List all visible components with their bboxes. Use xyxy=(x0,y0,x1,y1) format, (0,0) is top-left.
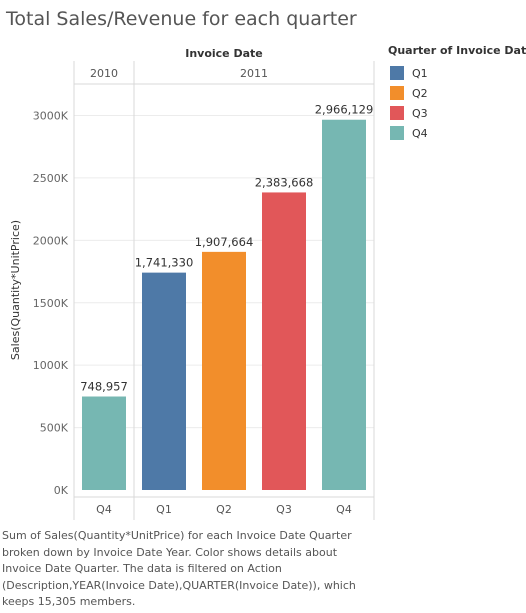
legend-swatch xyxy=(390,106,404,120)
y-tick-label: 500K xyxy=(40,422,69,435)
legend-item-q1[interactable]: Q1 xyxy=(388,63,524,83)
legend-label: Q3 xyxy=(412,107,428,120)
legend: Quarter of Invoice Date Q1 Q2 Q3 Q4 xyxy=(388,44,524,143)
legend-item-q4[interactable]: Q4 xyxy=(388,123,524,143)
y-tick-label: 1500K xyxy=(33,297,69,310)
legend-label: Q1 xyxy=(412,67,428,80)
chart-caption: Sum of Sales(Quantity*UnitPrice) for eac… xyxy=(2,528,372,611)
data-label: 748,957 xyxy=(80,380,128,394)
data-label: 1,907,664 xyxy=(195,235,254,249)
x-tick-label: Q3 xyxy=(276,503,292,516)
y-tick-label: 2000K xyxy=(33,234,69,247)
bar-2011-q2[interactable] xyxy=(202,252,246,490)
x-tick-label: Q4 xyxy=(336,503,352,516)
x-tick-label: Q2 xyxy=(216,503,232,516)
data-label: 2,966,129 xyxy=(315,103,374,117)
legend-label: Q4 xyxy=(412,127,428,140)
legend-item-q3[interactable]: Q3 xyxy=(388,103,524,123)
legend-title: Quarter of Invoice Date xyxy=(388,44,524,57)
bar-2010-q4[interactable] xyxy=(82,397,126,490)
bar-chart: Invoice Date 0K 500K 1000K 1500K 2000K 2500K 30… xyxy=(0,0,380,525)
y-axis-label: Sales(Quantity*UnitPrice) xyxy=(9,220,22,360)
y-tick-label: 2500K xyxy=(33,172,69,185)
bar-2011-q1[interactable] xyxy=(142,273,186,490)
y-tick-label: 0K xyxy=(54,484,69,497)
legend-swatch xyxy=(390,66,404,80)
legend-item-q2[interactable]: Q2 xyxy=(388,83,524,103)
x-tick-label: Q4 xyxy=(96,503,112,516)
year-header-2010: 2010 xyxy=(90,67,118,80)
bar-2011-q4[interactable] xyxy=(322,120,366,490)
year-header-2011: 2011 xyxy=(240,67,268,80)
legend-swatch xyxy=(390,86,404,100)
data-label: 1,741,330 xyxy=(135,256,194,270)
x-tick-label: Q1 xyxy=(156,503,172,516)
legend-label: Q2 xyxy=(412,87,428,100)
legend-swatch xyxy=(390,126,404,140)
data-label: 2,383,668 xyxy=(255,175,314,189)
y-tick-label: 3000K xyxy=(33,110,69,123)
column-header: Invoice Date xyxy=(185,47,263,60)
y-tick-label: 1000K xyxy=(33,359,69,372)
bar-2011-q3[interactable] xyxy=(262,192,306,490)
